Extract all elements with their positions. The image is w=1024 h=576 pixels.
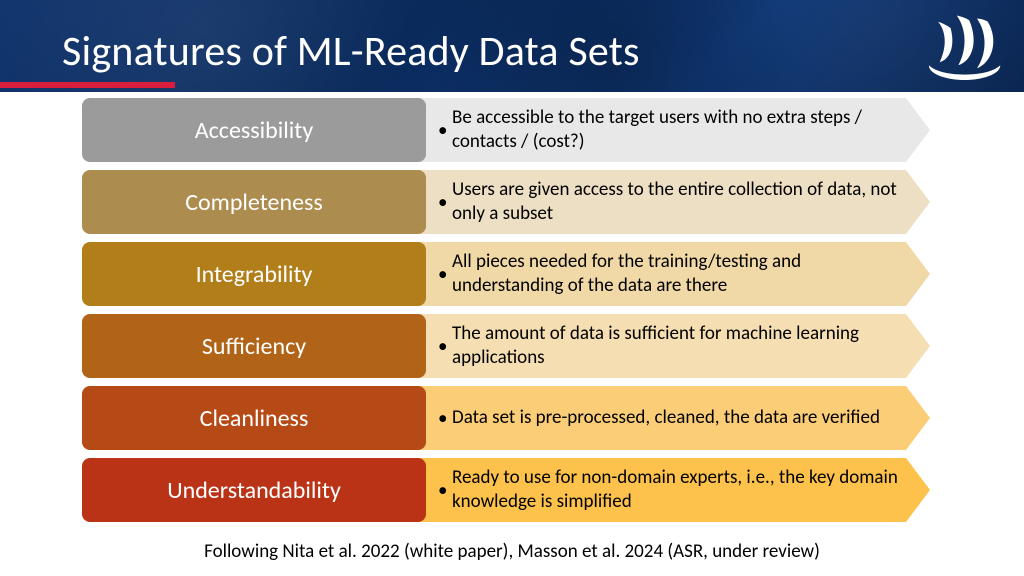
signature-desc: •All pieces needed for the training/test… (420, 242, 906, 306)
signature-row: Accessibility•Be accessible to the targe… (82, 98, 930, 162)
slide: Signatures of ML-Ready Data Sets Accessi… (0, 0, 1024, 576)
bullet-icon: • (438, 121, 452, 140)
arrow-head-icon (906, 98, 930, 162)
signature-desc-arrow: •Be accessible to the target users with … (420, 98, 930, 162)
signature-desc-arrow: •All pieces needed for the training/test… (420, 242, 930, 306)
signature-desc: •Ready to use for non-domain experts, i.… (420, 458, 906, 522)
signature-row: Cleanliness•Data set is pre-processed, c… (82, 386, 930, 450)
header-band: Signatures of ML-Ready Data Sets (0, 0, 1024, 92)
signature-row: Understandability•Ready to use for non-d… (82, 458, 930, 522)
signature-label: Accessibility (82, 98, 426, 162)
signature-desc-arrow: •The amount of data is sufficient for ma… (420, 314, 930, 378)
title-underline (0, 82, 175, 88)
signature-desc-arrow: •Ready to use for non-domain experts, i.… (420, 458, 930, 522)
signature-desc-text: Ready to use for non-domain experts, i.e… (452, 466, 906, 514)
bullet-icon: • (438, 481, 452, 500)
signature-desc-text: The amount of data is sufficient for mac… (452, 322, 906, 370)
signature-desc: •Users are given access to the entire co… (420, 170, 906, 234)
signature-label: Understandability (82, 458, 426, 522)
arrow-head-icon (906, 242, 930, 306)
signature-rows: Accessibility•Be accessible to the targe… (82, 98, 930, 530)
signature-desc-arrow: •Data set is pre-processed, cleaned, the… (420, 386, 930, 450)
bullet-icon: • (438, 265, 452, 284)
signature-desc-text: Data set is pre-processed, cleaned, the … (452, 406, 906, 430)
arrow-head-icon (906, 170, 930, 234)
arrow-head-icon (906, 458, 930, 522)
bullet-icon: • (438, 337, 452, 356)
signature-desc: •Be accessible to the target users with … (420, 98, 906, 162)
flame-logo-icon (924, 14, 1002, 80)
signature-label: Completeness (82, 170, 426, 234)
arrow-head-icon (906, 314, 930, 378)
signature-desc: •Data set is pre-processed, cleaned, the… (420, 386, 906, 450)
bullet-icon: • (438, 193, 452, 212)
signature-desc-text: All pieces needed for the training/testi… (452, 250, 906, 298)
arrow-head-icon (906, 386, 930, 450)
signature-desc: •The amount of data is sufficient for ma… (420, 314, 906, 378)
signature-desc-text: Be accessible to the target users with n… (452, 106, 906, 154)
signature-desc-arrow: •Users are given access to the entire co… (420, 170, 930, 234)
signature-label: Cleanliness (82, 386, 426, 450)
signature-desc-text: Users are given access to the entire col… (452, 178, 906, 226)
signature-row: Integrability•All pieces needed for the … (82, 242, 930, 306)
footer-citation: Following Nita et al. 2022 (white paper)… (0, 540, 1024, 563)
signature-row: Completeness•Users are given access to t… (82, 170, 930, 234)
bullet-icon: • (438, 409, 452, 428)
page-title: Signatures of ML-Ready Data Sets (62, 26, 640, 77)
signature-row: Sufficiency•The amount of data is suffic… (82, 314, 930, 378)
signature-label: Integrability (82, 242, 426, 306)
signature-label: Sufficiency (82, 314, 426, 378)
